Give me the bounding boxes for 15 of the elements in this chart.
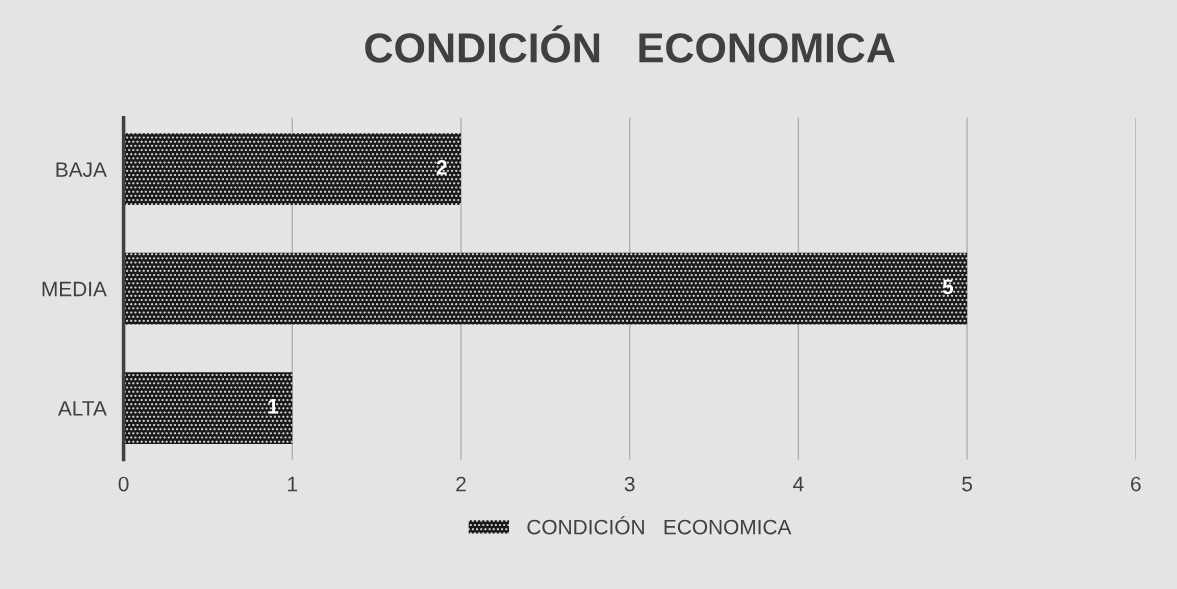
y-tick-label: BAJA: [56, 162, 107, 177]
x-tick-label: 1: [288, 476, 298, 492]
chart-title: CONDICIÓN ECONOMICA: [365, 25, 895, 63]
x-tick-label: 4: [793, 476, 804, 492]
legend-label: CONDICIÓN ECONOMICA: [527, 516, 792, 535]
bar: [123, 372, 293, 444]
y-tick-label: ALTA: [57, 401, 107, 416]
bar: [123, 252, 968, 325]
x-tick-label: 6: [1131, 476, 1141, 492]
x-tick-label: 5: [962, 476, 973, 492]
bar: [123, 133, 461, 205]
x-tick-label: 3: [624, 476, 635, 492]
x-tick-label: 2: [456, 476, 466, 492]
x-tick-label: 0: [118, 476, 129, 492]
y-tick-label: MEDIA: [42, 281, 107, 297]
